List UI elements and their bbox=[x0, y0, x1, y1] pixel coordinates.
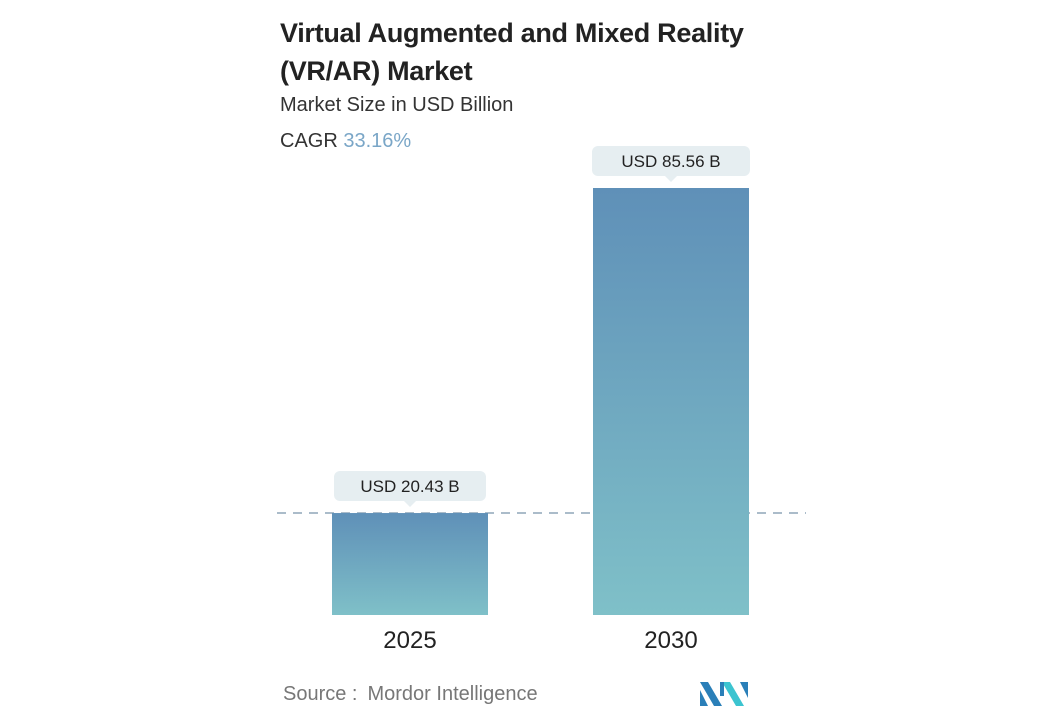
data-label: USD 20.43 B bbox=[360, 477, 459, 496]
chart-title-line-1: Virtual Augmented and Mixed Reality bbox=[280, 18, 744, 48]
data-label-pointer bbox=[404, 501, 416, 508]
source-name: Mordor Intelligence bbox=[367, 683, 538, 705]
source-label: Source : bbox=[283, 683, 358, 705]
data-label-pointer bbox=[665, 176, 677, 182]
x-tick-label: 2030 bbox=[644, 627, 697, 654]
chart-subtitle: Market Size in USD Billion bbox=[280, 94, 514, 116]
chart-title-line-2: (VR/AR) Market bbox=[280, 56, 473, 86]
source-credit: Source : Mordor Intelligence bbox=[283, 683, 538, 706]
cagr-value: 33.16% bbox=[343, 130, 412, 152]
bar-2025 bbox=[332, 513, 488, 615]
chart-title: Virtual Augmented and Mixed Reality (VR/… bbox=[280, 14, 744, 90]
x-tick-label: 2025 bbox=[383, 627, 436, 654]
data-label: USD 85.56 B bbox=[621, 152, 720, 171]
bar-2030 bbox=[593, 188, 749, 615]
data-label-bubble bbox=[334, 471, 486, 502]
cagr-label: CAGR bbox=[280, 130, 338, 152]
cagr: CAGR 33.16% bbox=[280, 130, 411, 153]
mordor-logo-icon bbox=[700, 682, 748, 706]
data-label-bubble bbox=[592, 146, 750, 176]
